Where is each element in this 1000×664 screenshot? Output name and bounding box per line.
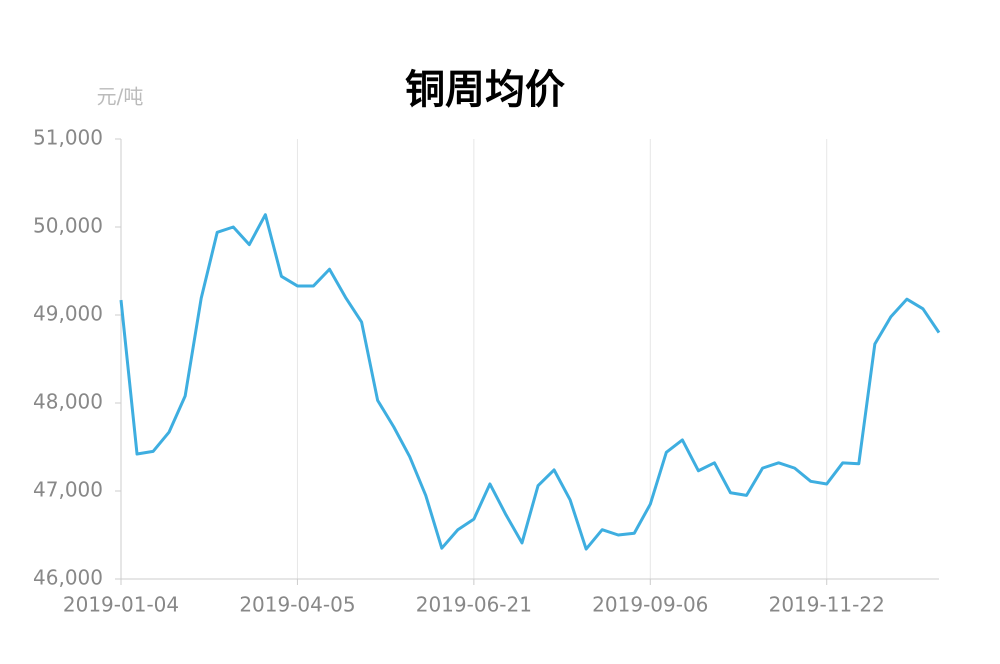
chart-title: 铜周均价	[405, 67, 565, 113]
x-tick-label: 2019-01-04	[63, 593, 179, 617]
y-tick-label: 46,000	[33, 566, 103, 590]
y-unit: 元/吨	[97, 85, 144, 109]
y-tick-label: 48,000	[33, 390, 103, 414]
y-tick-label: 50,000	[33, 214, 103, 238]
y-tick-label: 49,000	[33, 302, 103, 326]
x-tick-label: 2019-09-06	[592, 593, 708, 617]
y-tick-label: 47,000	[33, 478, 103, 502]
x-tick-label: 2019-06-21	[416, 593, 532, 617]
x-tick-label: 2019-04-05	[239, 593, 355, 617]
line-series	[119, 213, 941, 551]
x-tick-label: 2019-11-22	[769, 593, 885, 617]
y-tick-label: 51,000	[33, 126, 103, 150]
